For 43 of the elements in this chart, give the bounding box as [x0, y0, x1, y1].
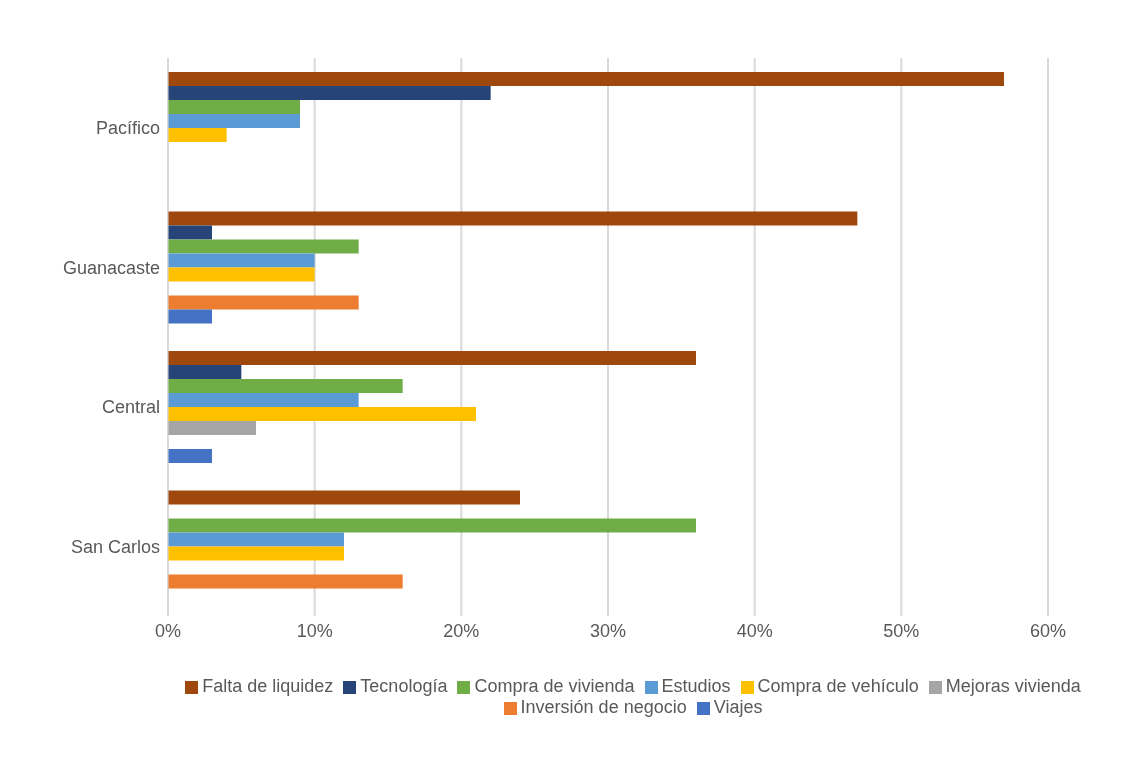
- legend-label: Falta de liquidez: [202, 676, 334, 696]
- x-tick-label: 0%: [154, 620, 182, 641]
- bar: [168, 267, 315, 282]
- bar: [168, 546, 344, 561]
- bar: [168, 574, 403, 589]
- x-tick-label: 40%: [736, 620, 773, 641]
- x-tick-label: 10%: [296, 620, 333, 641]
- bar: [168, 490, 520, 505]
- bar: [168, 225, 212, 240]
- y-tick-label: Pacífico: [95, 118, 160, 139]
- bar: [168, 420, 256, 435]
- bar: [168, 211, 858, 226]
- bar: [168, 99, 300, 114]
- bar: [168, 113, 300, 128]
- legend-label: Tecnología: [360, 676, 448, 696]
- bar: [168, 392, 359, 407]
- bar: [168, 71, 1004, 86]
- bar: [168, 239, 359, 254]
- bar: [168, 295, 359, 310]
- bar: [168, 364, 242, 379]
- legend-label: Viajes: [713, 697, 763, 717]
- legend-label: Compra de vivienda: [474, 676, 635, 696]
- y-tick-label: Central: [101, 397, 160, 418]
- bar: [168, 406, 476, 421]
- legend-label: Mejoras vivienda: [945, 676, 1081, 696]
- x-tick-label: 20%: [443, 620, 480, 641]
- legend-label: Compra de vehículo: [757, 676, 919, 696]
- x-tick-label: 60%: [1029, 620, 1067, 641]
- legend-label: Inversión de negocio: [520, 697, 687, 717]
- y-tick-label: San Carlos: [70, 536, 160, 557]
- bar: [168, 378, 403, 393]
- x-tick-label: 50%: [883, 620, 920, 641]
- legend-label: Estudios: [661, 676, 731, 696]
- bar: [168, 532, 344, 547]
- bar: [168, 518, 696, 533]
- bar: [168, 127, 227, 142]
- bar: [168, 85, 491, 100]
- bar: [168, 350, 696, 365]
- y-tick-label: Guanacaste: [62, 257, 160, 278]
- bar: [168, 253, 315, 268]
- bar: [168, 448, 212, 463]
- x-tick-label: 30%: [589, 620, 627, 641]
- bar: [168, 309, 212, 324]
